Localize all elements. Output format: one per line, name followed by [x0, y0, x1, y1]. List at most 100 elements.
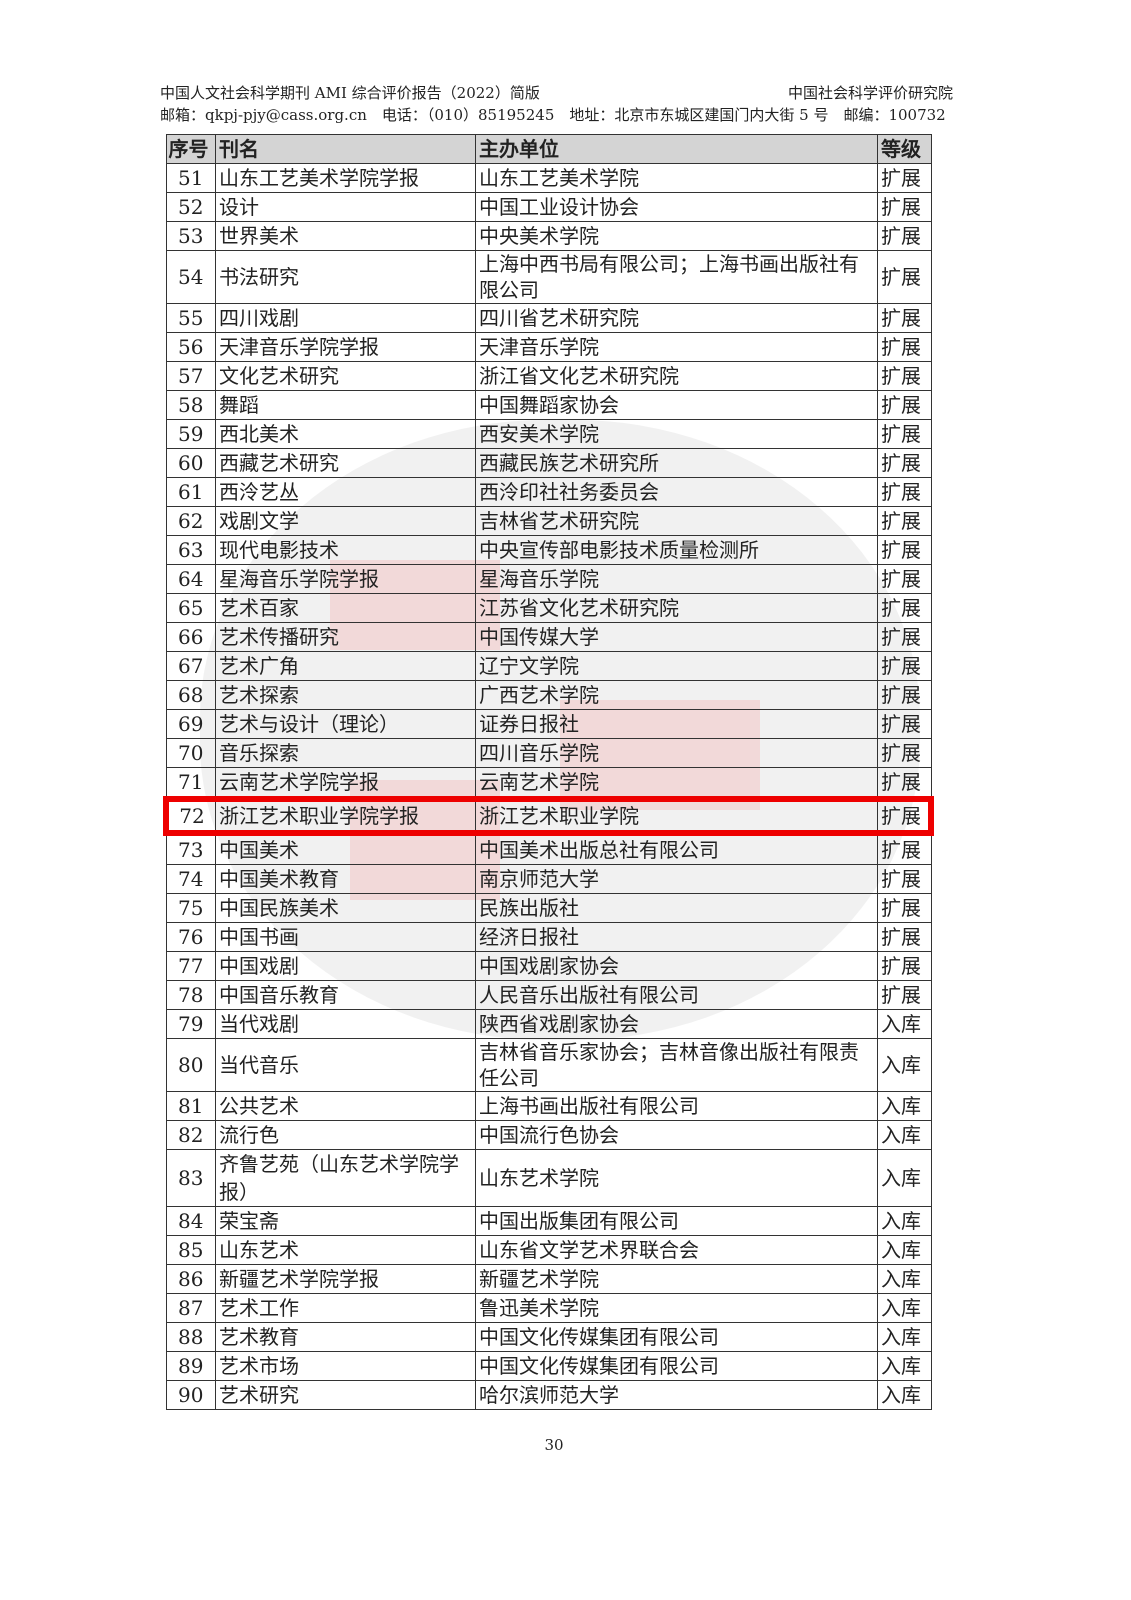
grade: 扩展 [877, 332, 932, 362]
table-row: 89 艺术市场 中国文化传媒集团有限公司 入库 [165, 1351, 932, 1381]
row-number: 78 [165, 980, 216, 1010]
table-row: 71 云南艺术学院学报 云南艺术学院 扩展 [165, 767, 932, 800]
grade: 扩展 [877, 738, 932, 768]
row-number: 55 [165, 303, 216, 333]
table-row-highlighted: 72 浙江艺术职业学院学报 浙江艺术职业学院 扩展 [163, 796, 934, 836]
grade: 扩展 [877, 980, 932, 1010]
grade: 扩展 [877, 419, 932, 449]
journal-name: 音乐探索 [215, 738, 476, 768]
grade: 扩展 [877, 192, 932, 222]
grade: 扩展 [877, 390, 932, 420]
journal-name: 中国美术教育 [215, 864, 476, 894]
table-row: 68 艺术探索 广西艺术学院 扩展 [165, 680, 932, 710]
table-row: 67 艺术广角 辽宁文学院 扩展 [165, 651, 932, 681]
sponsor: 中国美术出版总社有限公司 [475, 832, 878, 865]
grade: 扩展 [877, 593, 932, 623]
table-row: 76 中国书画 经济日报社 扩展 [165, 922, 932, 952]
table-row: 86 新疆艺术学院学报 新疆艺术学院 入库 [165, 1264, 932, 1294]
row-number: 64 [165, 564, 216, 594]
grade: 入库 [877, 1235, 932, 1265]
table-row: 80 当代音乐 吉林省音乐家协会；吉林音像出版社有限责任公司 入库 [165, 1038, 932, 1092]
sponsor: 中国工业设计协会 [475, 192, 878, 222]
sponsor: 云南艺术学院 [475, 767, 878, 800]
sponsor: 鲁迅美术学院 [475, 1293, 878, 1323]
sponsor: 经济日报社 [475, 922, 878, 952]
table-row: 63 现代电影技术 中央宣传部电影技术质量检测所 扩展 [165, 535, 932, 565]
journal-name: 天津音乐学院学报 [215, 332, 476, 362]
journal-name: 舞蹈 [215, 390, 476, 420]
journal-name: 西泠艺丛 [215, 477, 476, 507]
report-title: 中国人文社会科学期刊 AMI 综合评价报告（2022）简版 [160, 84, 540, 102]
table-row: 70 音乐探索 四川音乐学院 扩展 [165, 738, 932, 768]
table-row: 79 当代戏剧 陕西省戏剧家协会 入库 [165, 1009, 932, 1039]
col-header-number: 序号 [165, 134, 216, 164]
journal-name: 齐鲁艺苑（山东艺术学院学报） [215, 1149, 476, 1207]
grade: 入库 [877, 1009, 932, 1039]
grade: 扩展 [877, 163, 932, 193]
journal-name: 艺术工作 [215, 1293, 476, 1323]
sponsor: 广西艺术学院 [475, 680, 878, 710]
grade: 入库 [877, 1322, 932, 1352]
col-header-sponsor: 主办单位 [475, 134, 878, 164]
grade: 扩展 [877, 651, 932, 681]
row-number: 65 [165, 593, 216, 623]
row-number: 86 [165, 1264, 216, 1294]
journal-name: 艺术探索 [215, 680, 476, 710]
table-row: 85 山东艺术 山东省文学艺术界联合会 入库 [165, 1235, 932, 1265]
row-number: 79 [165, 1009, 216, 1039]
grade: 入库 [877, 1264, 932, 1294]
grade: 扩展 [877, 951, 932, 981]
row-number: 69 [165, 709, 216, 739]
sponsor: 中国传媒大学 [475, 622, 878, 652]
sponsor: 江苏省文化艺术研究院 [475, 593, 878, 623]
grade: 扩展 [877, 250, 932, 304]
sponsor: 山东工艺美术学院 [475, 163, 878, 193]
journal-name: 艺术百家 [215, 593, 476, 623]
sponsor: 四川省艺术研究院 [475, 303, 878, 333]
sponsor: 中央宣传部电影技术质量检测所 [475, 535, 878, 565]
row-number: 83 [165, 1149, 216, 1207]
row-number: 59 [165, 419, 216, 449]
journal-name: 公共艺术 [215, 1091, 476, 1121]
sponsor: 中国舞蹈家协会 [475, 390, 878, 420]
row-number: 67 [165, 651, 216, 681]
table-row: 66 艺术传播研究 中国传媒大学 扩展 [165, 622, 932, 652]
sponsor: 山东艺术学院 [475, 1149, 878, 1207]
grade: 扩展 [877, 303, 932, 333]
row-number: 53 [165, 221, 216, 251]
row-number: 56 [165, 332, 216, 362]
journal-name: 云南艺术学院学报 [215, 767, 476, 800]
table-row: 62 戏剧文学 吉林省艺术研究院 扩展 [165, 506, 932, 536]
col-header-grade: 等级 [877, 134, 932, 164]
row-number: 72 [163, 796, 216, 836]
sponsor: 上海书画出版社有限公司 [475, 1091, 878, 1121]
sponsor: 浙江艺术职业学院 [475, 796, 878, 836]
table-row: 57 文化艺术研究 浙江省文化艺术研究院 扩展 [165, 361, 932, 391]
sponsor: 西安美术学院 [475, 419, 878, 449]
row-number: 58 [165, 390, 216, 420]
table-row: 73 中国美术 中国美术出版总社有限公司 扩展 [165, 832, 932, 865]
row-number: 68 [165, 680, 216, 710]
grade: 扩展 [877, 221, 932, 251]
journal-name: 世界美术 [215, 221, 476, 251]
sponsor: 民族出版社 [475, 893, 878, 923]
grade: 扩展 [877, 922, 932, 952]
table-row: 54 书法研究 上海中西书局有限公司；上海书画出版社有限公司 扩展 [165, 250, 932, 304]
table-row: 74 中国美术教育 南京师范大学 扩展 [165, 864, 932, 894]
table-row: 51 山东工艺美术学院学报 山东工艺美术学院 扩展 [165, 163, 932, 193]
grade: 入库 [877, 1206, 932, 1236]
sponsor: 中国文化传媒集团有限公司 [475, 1322, 878, 1352]
row-number: 66 [165, 622, 216, 652]
table-row: 87 艺术工作 鲁迅美术学院 入库 [165, 1293, 932, 1323]
journal-name: 山东工艺美术学院学报 [215, 163, 476, 193]
journal-name: 中国书画 [215, 922, 476, 952]
sponsor: 吉林省音乐家协会；吉林音像出版社有限责任公司 [475, 1038, 878, 1092]
sponsor: 四川音乐学院 [475, 738, 878, 768]
sponsor: 哈尔滨师范大学 [475, 1380, 878, 1410]
sponsor: 西藏民族艺术研究所 [475, 448, 878, 478]
table-row: 75 中国民族美术 民族出版社 扩展 [165, 893, 932, 923]
table-row: 53 世界美术 中央美术学院 扩展 [165, 221, 932, 251]
journal-name: 新疆艺术学院学报 [215, 1264, 476, 1294]
journal-name: 艺术与设计（理论） [215, 709, 476, 739]
